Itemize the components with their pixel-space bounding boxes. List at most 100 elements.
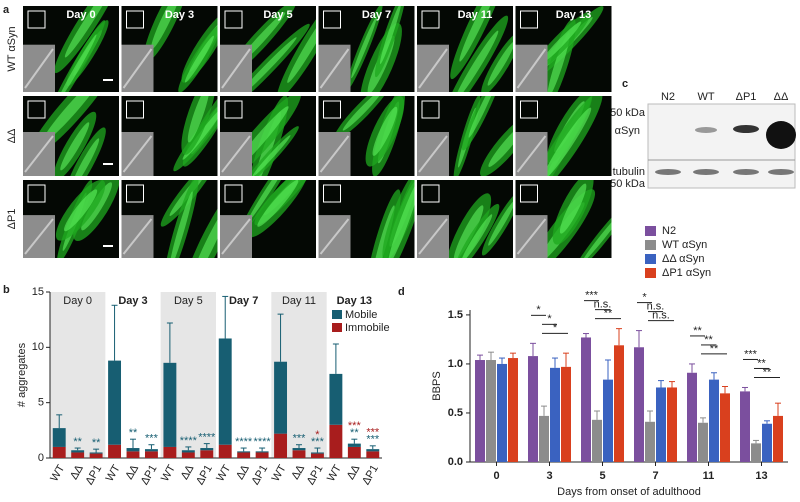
bar-segment [237, 452, 251, 458]
bar [592, 419, 602, 462]
worm-core [42, 96, 102, 143]
group-label: Day 3 [118, 295, 147, 307]
worm-core [488, 124, 513, 167]
bar [762, 423, 772, 462]
bar [720, 393, 730, 462]
x-tick-label: 13 [755, 470, 767, 482]
legend-swatch [645, 268, 656, 278]
blot-band [695, 127, 717, 133]
significance: * [315, 429, 320, 441]
worm-core [169, 191, 193, 258]
worm-outline [221, 48, 251, 89]
significance: **** [180, 435, 198, 447]
bar [698, 422, 708, 462]
significance-label: ** [757, 357, 766, 369]
bar-segment [71, 452, 85, 458]
bar [687, 372, 697, 462]
day-label: Day 13 [556, 9, 591, 21]
micrograph [23, 180, 119, 258]
bar-segment [144, 451, 158, 458]
micrograph [417, 180, 513, 258]
worm-outline [319, 48, 350, 89]
bar-segment [163, 446, 177, 458]
legend-label: Mobile [345, 309, 377, 321]
bar-segment [292, 448, 306, 451]
worm-core [60, 122, 90, 171]
bar [656, 387, 666, 462]
y-tick-label: 1.5 [448, 309, 463, 321]
panel-label: b [3, 284, 10, 296]
worm-outline [122, 48, 153, 89]
x-tick-label: ΔP1 [249, 463, 270, 487]
micrograph [318, 96, 415, 176]
significance-label: ** [704, 334, 713, 346]
worm-outline [418, 218, 448, 255]
micrograph [121, 180, 218, 258]
x-tick-label: 7 [652, 470, 658, 482]
bar [751, 443, 761, 462]
zoom-box [27, 184, 46, 203]
group-label: Day 11 [282, 295, 316, 307]
x-tick-label: ΔP1 [83, 463, 104, 487]
bar-segment [89, 452, 103, 454]
panel-label: c [622, 78, 628, 90]
y-tick-label: 10 [32, 341, 44, 353]
bar [603, 379, 613, 462]
significance-label: ** [763, 366, 772, 378]
blot-band [733, 169, 759, 175]
worm-core [540, 21, 582, 64]
legend-label: ΔP1 αSyn [662, 267, 711, 279]
y-tick-label: 1.0 [448, 358, 463, 370]
bar-segment [218, 338, 232, 445]
x-tick-label: 11 [703, 470, 715, 482]
zoom-box [27, 10, 46, 29]
significance-label: n.s. [652, 309, 670, 321]
worm-core [388, 180, 415, 258]
worm-core [542, 107, 592, 176]
significance-label: ** [710, 343, 719, 355]
bar [740, 391, 750, 462]
bar-segment [366, 449, 380, 452]
x-tick-label: ΔP1 [305, 463, 326, 487]
significance: ** [92, 437, 101, 449]
significance: ** [73, 436, 82, 448]
bar [667, 387, 677, 462]
significance: *** [145, 433, 159, 445]
bar-segment [144, 449, 158, 452]
worm-outline [418, 48, 448, 89]
significance: *** [348, 420, 362, 432]
marker-label: 50 kDa [610, 107, 646, 119]
worm-core [372, 106, 398, 156]
worm-outline [221, 135, 251, 173]
worm-core [184, 35, 214, 83]
bar-segment [292, 450, 306, 458]
worm-core [342, 96, 383, 131]
bar [475, 360, 485, 462]
day-label: Day 0 [66, 9, 95, 21]
blot-band [768, 169, 794, 175]
worm-outline [24, 218, 54, 255]
bar-segment [310, 452, 324, 454]
zoom-box [126, 100, 144, 119]
legend-label: N2 [662, 225, 676, 237]
significance: **** [254, 436, 272, 448]
bar-segment [329, 424, 343, 458]
x-tick-label: WT [325, 463, 344, 484]
bar [508, 358, 518, 462]
bar-segment [329, 373, 343, 425]
bar [539, 415, 549, 462]
bar [645, 421, 655, 462]
significance: **** [198, 432, 216, 444]
worm-outline [418, 135, 448, 173]
worm-outline [24, 48, 54, 89]
bar-segment [237, 451, 251, 453]
bar [561, 366, 571, 462]
micrograph [23, 96, 119, 176]
bar-segment [274, 361, 288, 434]
significance: ** [129, 427, 138, 439]
significance-label: * [536, 304, 541, 316]
bar-segment [366, 451, 380, 458]
row-label: ΔΔ [6, 128, 18, 143]
significance-label: * [642, 291, 647, 303]
